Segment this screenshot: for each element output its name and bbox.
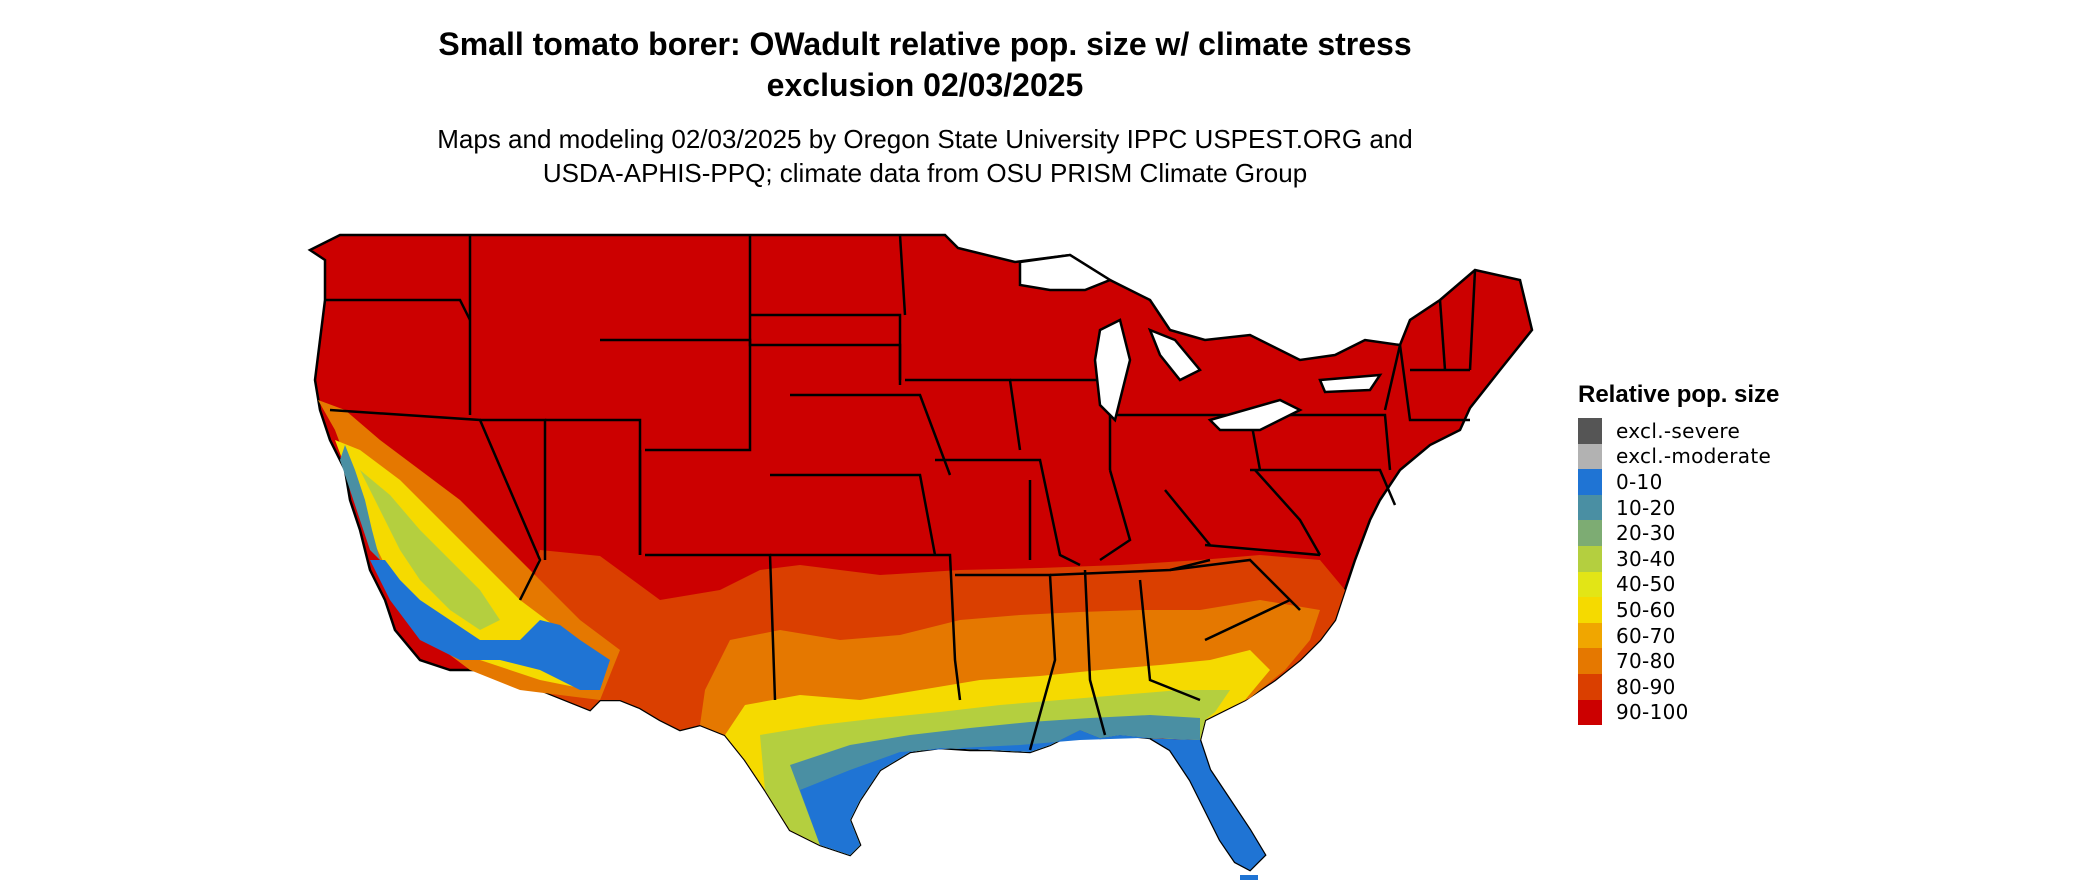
legend-item: 0-10 bbox=[1578, 469, 1878, 495]
legend-swatch bbox=[1578, 597, 1602, 623]
legend-swatch bbox=[1578, 520, 1602, 546]
legend-items: excl.-severe excl.-moderate 0-10 10-20 20-30… bbox=[1578, 418, 1878, 726]
legend-label: 0-10 bbox=[1616, 469, 1663, 494]
legend-swatch bbox=[1578, 545, 1602, 572]
map-legend: Relative pop. size excl.-severe excl.-mod… bbox=[1578, 380, 1878, 726]
great-lakes bbox=[1018, 253, 1383, 432]
legend-item: excl.-severe bbox=[1578, 418, 1878, 444]
coastal-details bbox=[440, 640, 1258, 880]
legend-swatch bbox=[1578, 469, 1602, 495]
legend-label: excl.-severe bbox=[1616, 418, 1741, 443]
chart-title: Small tomato borer: OWadult relative pop… bbox=[0, 24, 1850, 106]
legend-item: 10-20 bbox=[1578, 494, 1878, 521]
legend-label: 40-50 bbox=[1616, 572, 1676, 597]
legend-label: 90-100 bbox=[1616, 700, 1689, 725]
legend-label: 30-40 bbox=[1616, 546, 1676, 571]
legend-item: 40-50 bbox=[1578, 571, 1878, 598]
chart-subtitle-line-1: Maps and modeling 02/03/2025 by Oregon S… bbox=[437, 124, 1413, 154]
legend-item: 50-60 bbox=[1578, 597, 1878, 623]
us-map bbox=[307, 233, 1534, 880]
legend-swatch bbox=[1578, 571, 1602, 598]
band-10-20 bbox=[790, 715, 1200, 855]
legend-item: 90-100 bbox=[1578, 699, 1878, 726]
legend-item: 80-90 bbox=[1578, 673, 1878, 700]
chart-subtitle-line-2: USDA-APHIS-PPQ; climate data from OSU PR… bbox=[542, 158, 1308, 188]
chart-subtitle: Maps and modeling 02/03/2025 by Oregon S… bbox=[0, 122, 1850, 190]
legend-label: 60-70 bbox=[1616, 623, 1676, 648]
legend-label: excl.-moderate bbox=[1616, 444, 1772, 469]
chart-title-line-1: Small tomato borer: OWadult relative pop… bbox=[438, 26, 1412, 62]
legend-item: 20-30 bbox=[1578, 520, 1878, 546]
chart-title-line-2: exclusion 02/03/2025 bbox=[766, 67, 1084, 103]
legend-swatch bbox=[1578, 699, 1602, 726]
band-ca-10-20 bbox=[340, 445, 380, 560]
legend-item: excl.-moderate bbox=[1578, 443, 1878, 470]
legend-swatch bbox=[1578, 622, 1602, 649]
legend-label: 10-20 bbox=[1616, 495, 1676, 520]
legend-item: 30-40 bbox=[1578, 545, 1878, 572]
state-borders bbox=[325, 234, 1477, 751]
legend-label: 50-60 bbox=[1616, 597, 1676, 622]
legend-swatch bbox=[1578, 494, 1602, 521]
legend-swatch bbox=[1578, 673, 1602, 700]
legend-swatch bbox=[1578, 418, 1602, 444]
legend-label: 80-90 bbox=[1616, 674, 1676, 699]
legend-item: 70-80 bbox=[1578, 648, 1878, 674]
legend-item: 60-70 bbox=[1578, 622, 1878, 649]
legend-label: 70-80 bbox=[1616, 649, 1676, 674]
legend-label: 20-30 bbox=[1616, 521, 1676, 546]
band-ca-0-10 bbox=[370, 560, 610, 690]
legend-title: Relative pop. size bbox=[1578, 381, 1780, 408]
band-ca-30-40 bbox=[360, 470, 500, 630]
legend-swatch bbox=[1578, 443, 1602, 470]
legend-swatch bbox=[1578, 648, 1602, 674]
